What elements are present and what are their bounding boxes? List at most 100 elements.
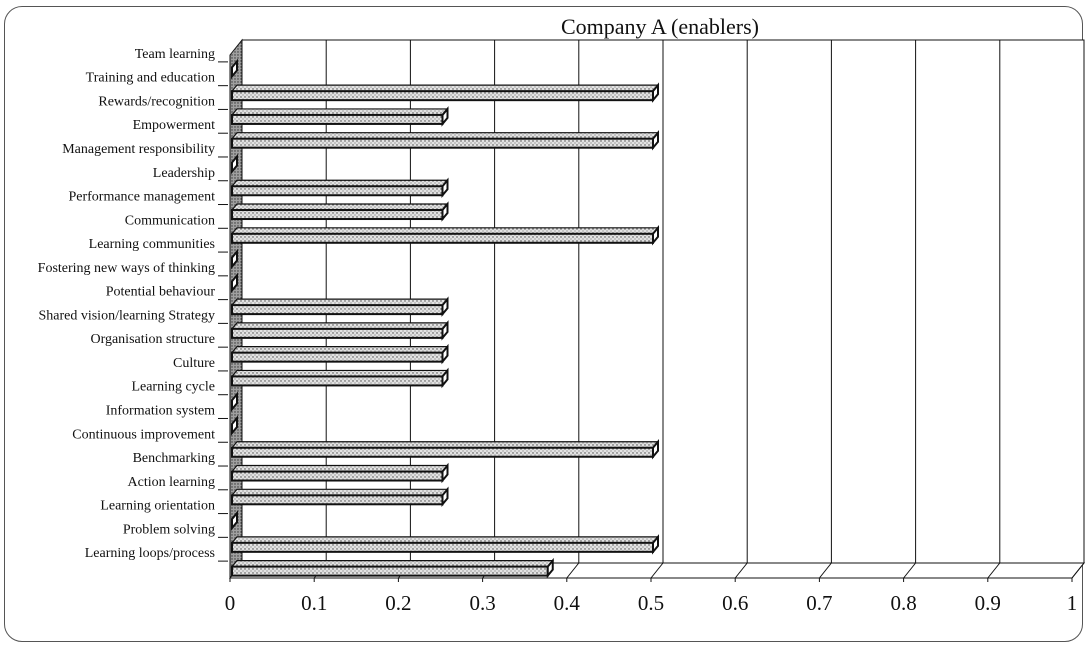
category-label: Team learning [135, 47, 215, 62]
bar-front [231, 375, 444, 387]
bar-end [231, 272, 238, 294]
chart-title: Company A (enablers) [561, 14, 759, 39]
bar-end [652, 129, 659, 151]
bar-front [231, 185, 444, 197]
bar [230, 320, 449, 341]
bar [230, 82, 660, 103]
category-label: Problem solving [123, 522, 215, 537]
category-label: Management responsibility [62, 142, 215, 157]
bar-end [652, 534, 659, 555]
bar-end [441, 486, 449, 508]
category-label: Rewards/recognition [98, 94, 215, 109]
bar-end [231, 391, 238, 412]
bar [231, 248, 238, 270]
bar-end [441, 296, 449, 317]
bar [231, 391, 238, 412]
bar-end [652, 438, 659, 460]
bar [230, 225, 660, 246]
bar-front [231, 137, 654, 149]
bar [230, 296, 449, 317]
bar [230, 129, 660, 151]
bar-front [231, 446, 654, 458]
floor-gridline [987, 562, 1001, 579]
bar-end [231, 510, 238, 531]
floor-gridline [1071, 562, 1085, 579]
bar [231, 272, 238, 294]
category-label: Information system [106, 403, 215, 418]
bar [230, 106, 449, 127]
bar-front [231, 113, 444, 125]
bar-end [441, 177, 449, 199]
category-label: Communication [125, 213, 215, 228]
x-tick-label: 0.5 [638, 591, 664, 615]
category-label: Learning loops/process [85, 546, 215, 561]
x-tick-label: 0.1 [301, 591, 327, 615]
floor-gridline [566, 562, 580, 579]
category-label: Culture [173, 356, 215, 371]
x-tick-label: 0.7 [806, 591, 832, 615]
bar-end [231, 415, 238, 436]
x-tick-label: 0.9 [975, 591, 1001, 615]
bar-front [231, 470, 444, 482]
category-label: Learning orientation [100, 499, 215, 514]
category-label: Leadership [153, 166, 215, 181]
category-label: Fostering new ways of thinking [38, 261, 215, 276]
floor-gridline [734, 562, 748, 579]
bar-front [231, 304, 444, 316]
category-label: Empowerment [133, 118, 216, 133]
bar-end [652, 82, 659, 103]
bar-front [231, 90, 654, 102]
bar [230, 201, 449, 222]
category-label: Learning cycle [131, 380, 215, 395]
x-tick-label: 0.2 [385, 591, 411, 615]
bar-end [441, 343, 449, 365]
bar [231, 153, 238, 175]
bar [230, 486, 449, 508]
category-label: Learning communities [89, 237, 215, 252]
bar [230, 462, 449, 484]
category-label: Shared vision/learning Strategy [38, 308, 215, 323]
floor-gridline [819, 562, 832, 579]
bar-front [231, 541, 654, 553]
bar-front [231, 351, 444, 363]
category-label: Benchmarking [133, 451, 215, 466]
bar [231, 415, 238, 436]
bar-end [231, 58, 238, 80]
floor-gridline [903, 562, 916, 579]
x-tick-label: 0.4 [554, 591, 581, 615]
x-tick-label: 1 [1067, 591, 1078, 615]
category-label: Training and education [86, 71, 215, 86]
bar-end [441, 462, 449, 484]
x-tick-label: 0.8 [890, 591, 916, 615]
floor-gridline [650, 562, 664, 579]
bar [231, 58, 238, 80]
x-tick-label: 0 [225, 591, 236, 615]
bar-front [231, 327, 444, 339]
bar-end [231, 248, 238, 270]
bar-end [441, 320, 449, 341]
bar [230, 438, 660, 460]
bar [230, 367, 449, 389]
category-label: Organisation structure [90, 332, 215, 347]
bar [230, 557, 555, 579]
category-label: Performance management [68, 190, 215, 205]
bar [230, 534, 660, 555]
bar-front [231, 232, 654, 244]
bar-front [231, 565, 549, 577]
bar [230, 177, 449, 199]
x-tick-label: 0.3 [469, 591, 495, 615]
bar-end [652, 225, 659, 246]
bar-end [441, 367, 449, 389]
bar-end [231, 153, 238, 175]
bar-end [546, 557, 554, 579]
bar [231, 510, 238, 531]
bar [230, 343, 449, 365]
x-tick-label: 0.6 [722, 591, 748, 615]
bar-front [231, 494, 444, 506]
bar-front [231, 209, 444, 221]
category-label: Action learning [128, 475, 215, 490]
category-label: Continuous improvement [72, 427, 215, 442]
category-label: Potential behaviour [106, 285, 216, 300]
bar-end [441, 201, 449, 222]
